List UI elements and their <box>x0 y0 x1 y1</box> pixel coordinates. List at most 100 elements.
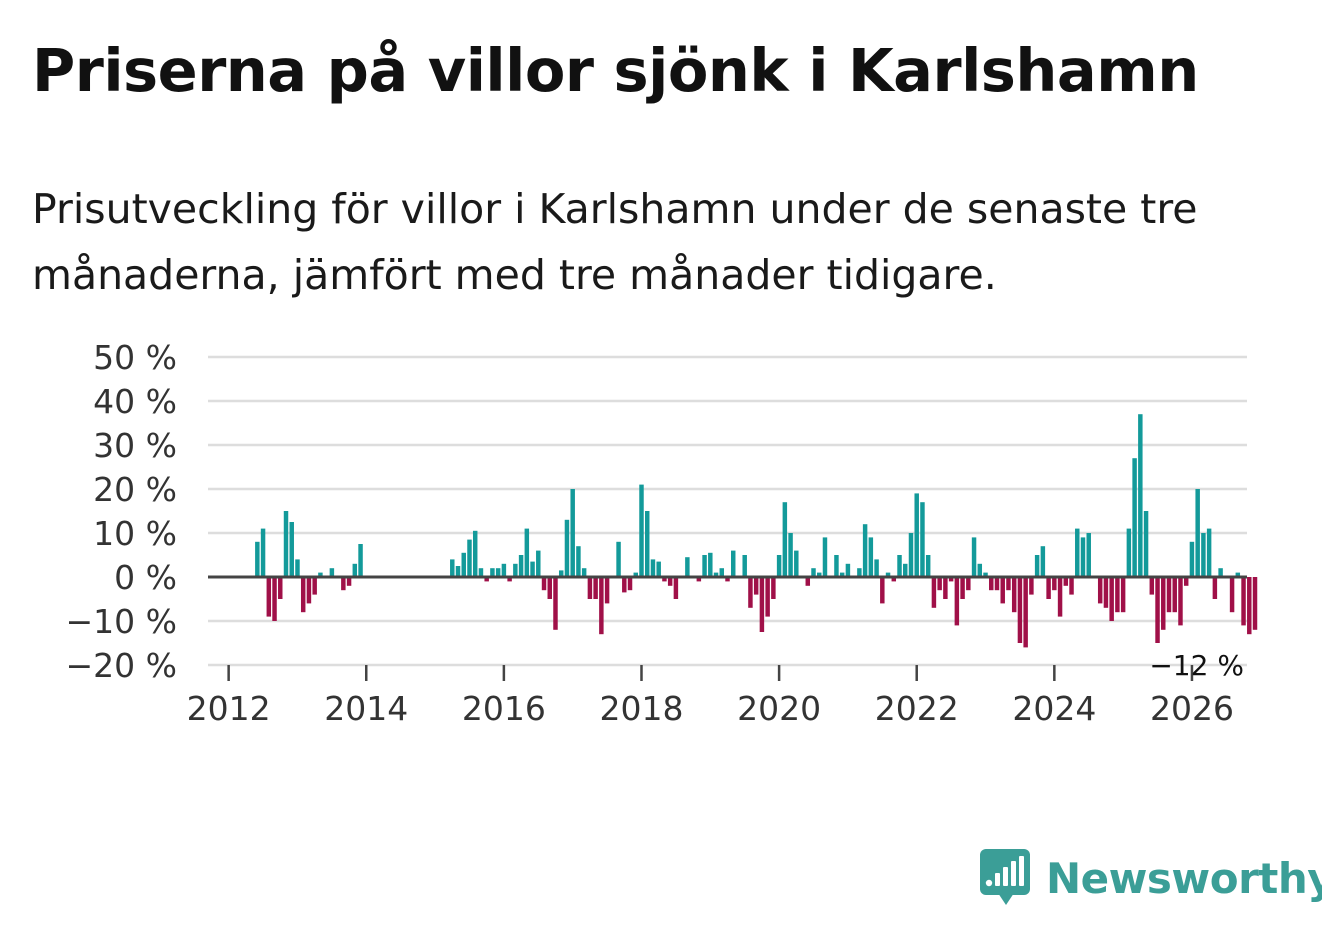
bar <box>1138 414 1143 577</box>
brand-name: Newsworthy <box>1046 853 1322 903</box>
bar <box>501 563 507 577</box>
bar <box>960 577 965 599</box>
bar <box>467 539 472 577</box>
bar <box>1086 533 1091 577</box>
bar <box>587 577 593 599</box>
bar <box>536 550 541 577</box>
bar <box>759 577 765 632</box>
bar <box>1235 572 1241 577</box>
y-axis-labels: 50 % 40 % 30 % 20 % 10 % 0 % −10 % −20 % <box>66 338 178 685</box>
bar <box>558 570 564 577</box>
bar <box>1115 577 1120 613</box>
bar <box>564 519 570 577</box>
bar <box>1183 577 1189 586</box>
bar <box>1040 546 1046 577</box>
x-tick-label: 2022 <box>875 689 959 728</box>
bar <box>822 537 828 577</box>
y-tick-label: 50 % <box>93 338 177 377</box>
bar <box>495 568 501 577</box>
chart-title: Priserna på villor sjönk i Karlshamn <box>32 36 1199 105</box>
bar <box>966 577 971 591</box>
bar <box>713 572 719 577</box>
bar <box>478 568 484 577</box>
bar <box>1178 577 1183 626</box>
bar <box>1000 577 1005 604</box>
bar <box>455 566 461 577</box>
bar <box>633 572 638 577</box>
bar <box>352 563 358 577</box>
y-tick-label: 30 % <box>93 426 177 465</box>
bar <box>943 577 948 599</box>
bar <box>817 572 822 577</box>
bar <box>1063 577 1069 586</box>
x-tick-label: 2018 <box>599 689 683 728</box>
annotations: −12 % <box>1149 649 1244 682</box>
bars <box>255 414 1258 648</box>
bar <box>283 511 289 577</box>
newsworthy-logo-icon <box>980 849 1030 905</box>
bar <box>1029 577 1034 595</box>
bar <box>318 572 323 577</box>
bar <box>731 550 736 577</box>
y-tick-label: 0 % <box>114 558 177 597</box>
x-tick-label: 2012 <box>187 689 271 728</box>
x-tick-label: 2020 <box>737 689 821 728</box>
bar <box>897 555 902 577</box>
bar <box>885 572 891 577</box>
bar <box>472 530 478 577</box>
bar <box>461 552 466 577</box>
bar <box>639 484 644 577</box>
bar <box>914 493 919 577</box>
bar <box>306 577 312 604</box>
bar <box>1172 577 1177 613</box>
bar <box>702 555 707 577</box>
bar <box>765 577 770 617</box>
bar <box>1229 577 1235 613</box>
bar <box>616 541 621 577</box>
bar <box>278 577 283 599</box>
bar <box>771 577 776 599</box>
x-tick-label: 2016 <box>462 689 546 728</box>
newsworthy-brand: Newsworthy <box>978 846 1322 910</box>
bar <box>1126 528 1132 577</box>
bar <box>696 577 702 582</box>
bar <box>1006 577 1011 591</box>
bar <box>553 577 558 630</box>
bar <box>1166 577 1172 613</box>
bar <box>794 550 799 577</box>
bar <box>880 577 885 604</box>
bar <box>312 577 317 595</box>
bar <box>341 577 346 591</box>
bar <box>748 577 753 608</box>
last-value-label: −12 % <box>1149 649 1244 682</box>
bar <box>524 528 530 577</box>
bar <box>581 568 587 577</box>
bar <box>977 563 983 577</box>
bar <box>1052 577 1057 591</box>
bar <box>782 502 788 577</box>
bar <box>1143 511 1149 577</box>
bar <box>272 577 277 621</box>
bar <box>845 563 851 577</box>
bar <box>656 561 661 577</box>
bar <box>1212 577 1218 599</box>
bar <box>507 577 512 582</box>
bar <box>834 555 839 577</box>
x-tick-label: 2026 <box>1150 689 1234 728</box>
bar <box>1120 577 1126 613</box>
bar <box>891 577 897 582</box>
bar <box>484 577 489 582</box>
bar <box>811 568 816 577</box>
bar <box>776 555 782 577</box>
bar <box>289 522 294 577</box>
bar <box>490 568 495 577</box>
bar <box>450 559 455 577</box>
bar <box>604 577 610 604</box>
bar <box>742 555 747 577</box>
bar <box>1206 528 1212 577</box>
bar <box>667 577 673 586</box>
bar <box>1109 577 1114 621</box>
y-tick-label: 10 % <box>93 514 177 553</box>
bar <box>805 577 811 586</box>
bar <box>541 577 547 591</box>
